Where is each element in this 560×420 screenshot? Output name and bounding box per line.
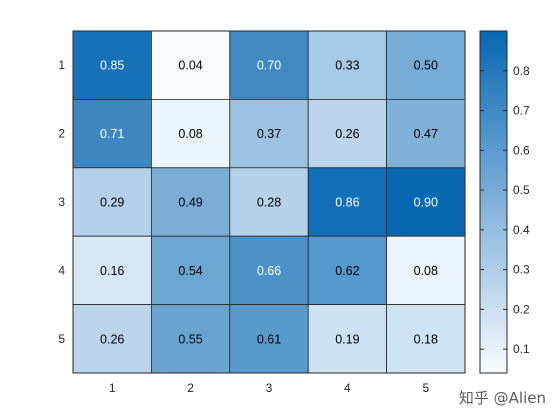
x-tick-label: 3 [266,381,273,395]
cell-value-label: 0.18 [414,332,438,346]
heatmap-cell [307,30,388,100]
colorbar-tick-label: 0.8 [513,64,530,78]
colorbar [479,30,508,374]
cell-value-label: 0.26 [100,332,124,346]
cell-value-label: 0.62 [335,264,359,278]
cell-value-label: 0.50 [414,59,438,73]
cell-value-label: 0.33 [335,59,359,73]
cell-value-label: 0.04 [178,59,202,73]
x-tick-label: 4 [344,381,351,395]
heatmap-cell [307,235,388,305]
colorbar-tick-label: 0.1 [513,342,530,356]
heatmap-cell [229,99,309,169]
heatmap-cell-labels: 0.85 0.04 0.70 0.33 0.50 0.71 0.08 0.37 0.26 0.47… [100,59,438,347]
heatmap-cell [307,167,388,237]
heatmap-cell [150,304,231,374]
heatmap-cell [386,99,466,169]
x-tick-label: 5 [422,381,429,395]
cell-value-label: 0.16 [100,264,124,278]
cell-value-label: 0.61 [257,332,281,346]
x-tick-labels: 1 2 3 4 5 [109,381,430,395]
cell-value-label: 0.71 [100,127,124,141]
heatmap-cells [72,30,466,374]
cell-value-label: 0.49 [178,196,202,210]
y-tick-label: 1 [58,58,65,72]
colorbar-tick-label: 0.5 [513,183,530,197]
colorbar-tick-labels: 0.1 0.2 0.3 0.4 0.5 0.6 0.7 0.8 [480,64,530,356]
x-tick-label: 2 [187,381,194,395]
colorbar-tick-label: 0.6 [513,143,530,157]
cell-value-label: 0.08 [178,127,202,141]
cell-value-label: 0.85 [100,59,124,73]
watermark-text: 知乎 @Alien [458,389,546,407]
heatmap-cell [386,304,466,374]
heatmap-cell [72,304,152,374]
heatmap-cell [150,235,231,305]
colorbar-tick-label: 0.4 [513,223,530,237]
y-tick-label: 3 [58,195,65,209]
heatmap-cell [386,235,466,305]
cell-value-label: 0.86 [335,196,359,210]
cell-value-label: 0.37 [257,127,281,141]
cell-value-label: 0.29 [100,196,124,210]
cell-value-label: 0.54 [178,264,202,278]
cell-value-label: 0.47 [414,127,438,141]
y-tick-labels: 1 2 3 4 5 [58,58,65,346]
cell-value-label: 0.55 [178,332,202,346]
heatmap-cell [72,30,152,100]
heatmap-cell [150,30,231,100]
y-tick-label: 2 [58,127,65,141]
colorbar-tick-label: 0.7 [513,104,530,118]
y-tick-label: 5 [58,332,65,346]
cell-value-label: 0.28 [257,196,281,210]
y-tick-label: 4 [58,263,65,277]
heatmap-cell [229,167,309,237]
plot-frame [72,30,466,374]
cell-value-label: 0.08 [414,264,438,278]
heatmap-cell [386,30,466,100]
heatmap-cell [229,304,309,374]
cell-value-label: 0.70 [257,59,281,73]
colorbar-tick-label: 0.2 [513,302,530,316]
heatmap-cell [386,167,466,237]
x-tick-label: 1 [109,381,116,395]
heatmap-cell [150,167,231,237]
heatmap-cell [229,235,309,305]
cell-value-label: 0.90 [414,196,438,210]
cell-value-label: 0.26 [335,127,359,141]
cell-value-label: 0.19 [335,332,359,346]
heatmap-cell [72,99,152,169]
colorbar-tick-label: 0.3 [513,263,530,277]
cell-value-label: 0.66 [257,264,281,278]
